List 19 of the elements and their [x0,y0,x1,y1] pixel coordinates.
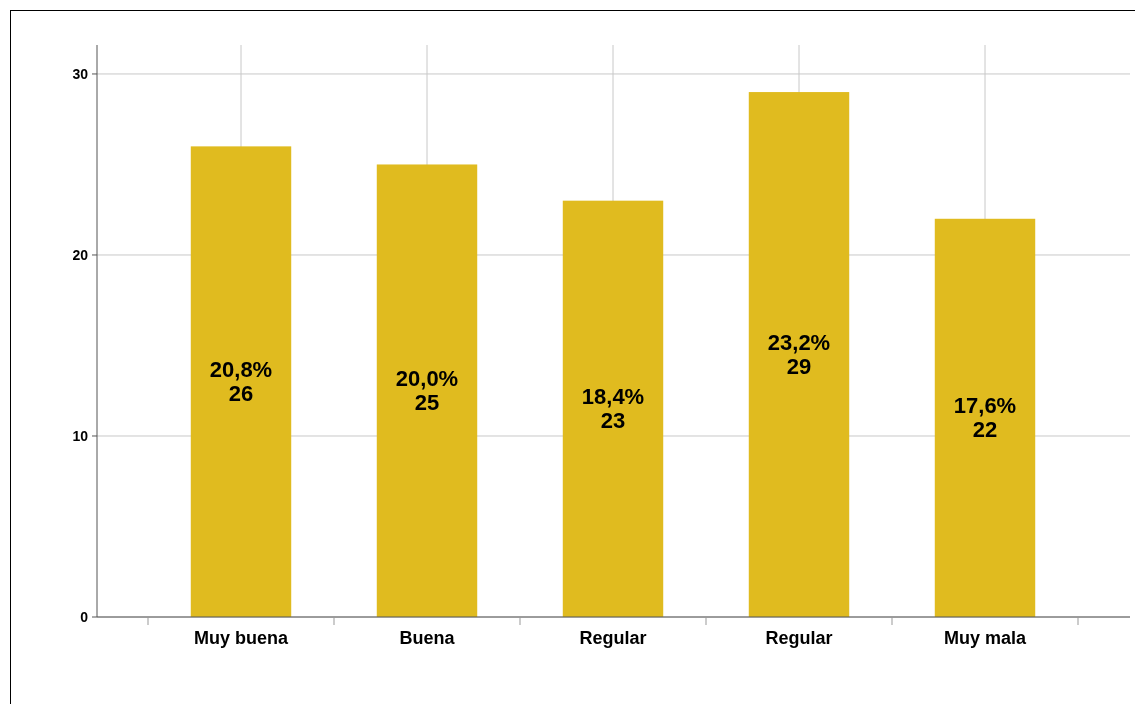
data-label: 20,8% 26 [209,356,273,406]
bar [748,92,850,617]
y-tick-label: 30 [72,65,89,82]
data-label: 17,6% 22 [953,392,1017,442]
x-tick-label: Regular [765,628,833,648]
data-label: 23,2% 29 [767,329,831,379]
data-label: 20,0% 25 [395,365,459,415]
bar [934,218,1036,617]
bar [376,164,478,617]
x-tick-label: Buena [399,628,456,648]
y-tick-label: 20 [72,246,89,263]
x-tick-label: Muy mala [943,628,1027,648]
y-tick-label: 0 [80,609,89,625]
x-tick-label: Regular [579,628,647,648]
data-label: 18,4% 23 [581,383,645,433]
bar [562,200,664,617]
y-tick-label: 10 [72,427,89,444]
x-tick-label: Muy buena [193,628,289,648]
bar [190,146,292,617]
